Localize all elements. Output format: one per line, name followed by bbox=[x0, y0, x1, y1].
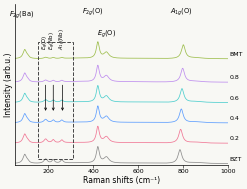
Text: 0.8: 0.8 bbox=[229, 75, 239, 80]
Bar bbox=[38, 42, 73, 159]
Text: $F_{2g}$(O): $F_{2g}$(O) bbox=[82, 6, 104, 18]
Text: $E_g$(O): $E_g$(O) bbox=[97, 28, 116, 40]
Text: 0.2: 0.2 bbox=[229, 136, 239, 141]
Text: $F_{2g}$(Ba): $F_{2g}$(Ba) bbox=[9, 9, 34, 21]
Text: $A_{1g}$(Nb): $A_{1g}$(Nb) bbox=[57, 28, 68, 50]
Text: 0.6: 0.6 bbox=[229, 95, 239, 101]
X-axis label: Raman shifts (cm⁻¹): Raman shifts (cm⁻¹) bbox=[83, 176, 160, 185]
Text: $A_{1g}$(O): $A_{1g}$(O) bbox=[170, 6, 192, 18]
Text: $E_g$(Nb): $E_g$(Nb) bbox=[48, 31, 58, 50]
Y-axis label: Intensity (arb.u.): Intensity (arb.u.) bbox=[4, 53, 13, 117]
Text: 0.4: 0.4 bbox=[229, 116, 239, 121]
Text: $E_g$(O): $E_g$(O) bbox=[41, 34, 51, 50]
Text: BMT: BMT bbox=[229, 52, 243, 57]
Text: BZT: BZT bbox=[229, 156, 242, 162]
